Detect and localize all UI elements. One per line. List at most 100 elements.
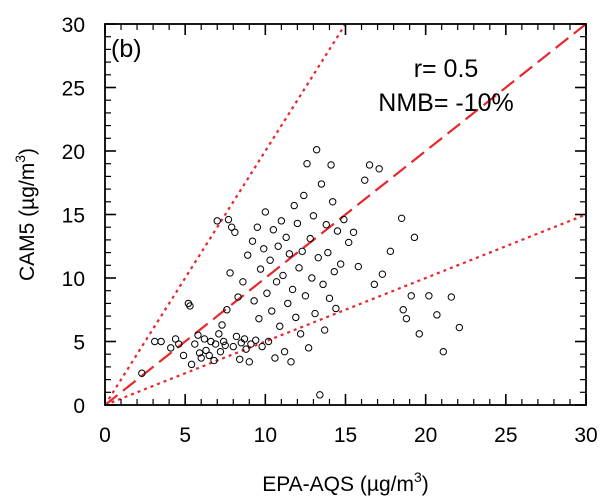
data-point bbox=[247, 340, 255, 348]
data-point bbox=[292, 313, 300, 322]
x-tick-label: 5 bbox=[179, 424, 191, 447]
data-point bbox=[407, 292, 415, 300]
data-point bbox=[211, 340, 220, 348]
data-point bbox=[271, 354, 279, 362]
data-point bbox=[306, 234, 314, 243]
data-point bbox=[285, 250, 294, 258]
data-point bbox=[151, 337, 159, 346]
reference-line-dashed-0 bbox=[105, 24, 586, 405]
data-point bbox=[200, 335, 209, 343]
x-tick-label: 15 bbox=[334, 424, 357, 447]
data-point bbox=[253, 223, 262, 231]
data-point bbox=[308, 274, 316, 282]
data-point bbox=[269, 226, 278, 234]
reference-line-dotted-1 bbox=[105, 24, 347, 405]
data-point bbox=[279, 271, 287, 280]
data-point bbox=[221, 341, 229, 350]
x-tick-label: 10 bbox=[254, 424, 277, 447]
data-point bbox=[455, 323, 464, 332]
data-point bbox=[258, 342, 266, 351]
data-point bbox=[195, 349, 204, 357]
data-point bbox=[378, 270, 387, 278]
data-point bbox=[312, 146, 321, 154]
plot-area bbox=[105, 24, 586, 405]
data-point bbox=[300, 191, 308, 200]
data-point bbox=[268, 307, 276, 315]
data-point bbox=[276, 322, 284, 330]
data-point bbox=[327, 161, 335, 169]
data-point bbox=[365, 161, 374, 169]
data-point bbox=[216, 347, 225, 356]
data-point bbox=[340, 215, 348, 224]
data-point bbox=[186, 302, 194, 310]
data-point bbox=[157, 337, 165, 346]
data-point bbox=[303, 160, 311, 168]
x-axis-title: EPA-AQS (µg/m3) bbox=[262, 469, 429, 496]
data-point bbox=[239, 278, 247, 286]
data-point bbox=[256, 265, 265, 273]
data-point bbox=[242, 345, 250, 353]
data-point bbox=[301, 292, 310, 300]
data-point bbox=[317, 180, 326, 188]
y-tick-label: 30 bbox=[62, 14, 85, 37]
data-point bbox=[205, 351, 213, 360]
data-point bbox=[167, 344, 175, 352]
data-point bbox=[213, 217, 221, 225]
data-point bbox=[234, 293, 242, 301]
data-point bbox=[325, 294, 334, 303]
y-tick-label: 10 bbox=[62, 268, 85, 291]
data-point bbox=[240, 335, 249, 343]
correlation-annotation: r= 0.5 bbox=[414, 55, 479, 83]
data-point bbox=[260, 245, 268, 253]
data-point bbox=[415, 330, 423, 338]
data-point bbox=[402, 314, 411, 323]
data-point bbox=[322, 220, 330, 229]
data-point bbox=[296, 330, 305, 338]
data-point bbox=[255, 314, 263, 323]
data-point bbox=[298, 247, 306, 256]
data-point bbox=[284, 299, 292, 308]
data-point bbox=[224, 215, 233, 224]
data-point bbox=[282, 233, 290, 242]
data-point bbox=[332, 304, 340, 313]
data-point bbox=[280, 347, 289, 356]
data-point bbox=[386, 247, 395, 256]
data-point bbox=[197, 354, 205, 362]
panel-label: (b) bbox=[111, 35, 142, 63]
data-point bbox=[171, 335, 180, 343]
data-point bbox=[248, 237, 257, 245]
data-point bbox=[311, 309, 319, 318]
data-point bbox=[295, 264, 303, 272]
data-point bbox=[288, 285, 297, 294]
data-point bbox=[245, 358, 254, 366]
data-point bbox=[320, 326, 329, 334]
data-point bbox=[232, 332, 241, 341]
data-point bbox=[191, 340, 199, 348]
data-point bbox=[218, 321, 226, 329]
data-point bbox=[336, 260, 345, 268]
y-tick-label: 20 bbox=[62, 141, 85, 164]
data-point bbox=[227, 223, 236, 231]
data-point bbox=[274, 242, 282, 250]
data-point bbox=[187, 360, 196, 369]
data-point bbox=[410, 233, 419, 242]
data-point bbox=[304, 344, 313, 352]
data-point bbox=[138, 369, 146, 377]
data-point bbox=[263, 289, 271, 297]
data-point bbox=[215, 330, 223, 338]
data-point bbox=[243, 251, 252, 259]
data-point bbox=[319, 280, 327, 289]
data-point bbox=[223, 306, 231, 314]
data-point bbox=[397, 214, 406, 223]
y-tick-label: 25 bbox=[62, 78, 85, 101]
data-point bbox=[290, 201, 298, 210]
data-point bbox=[309, 212, 318, 220]
data-point bbox=[328, 198, 337, 206]
data-point bbox=[266, 256, 274, 264]
data-point bbox=[226, 269, 234, 277]
data-point bbox=[210, 356, 218, 365]
data-point bbox=[179, 351, 188, 360]
data-point bbox=[375, 165, 383, 173]
data-point bbox=[354, 262, 363, 271]
